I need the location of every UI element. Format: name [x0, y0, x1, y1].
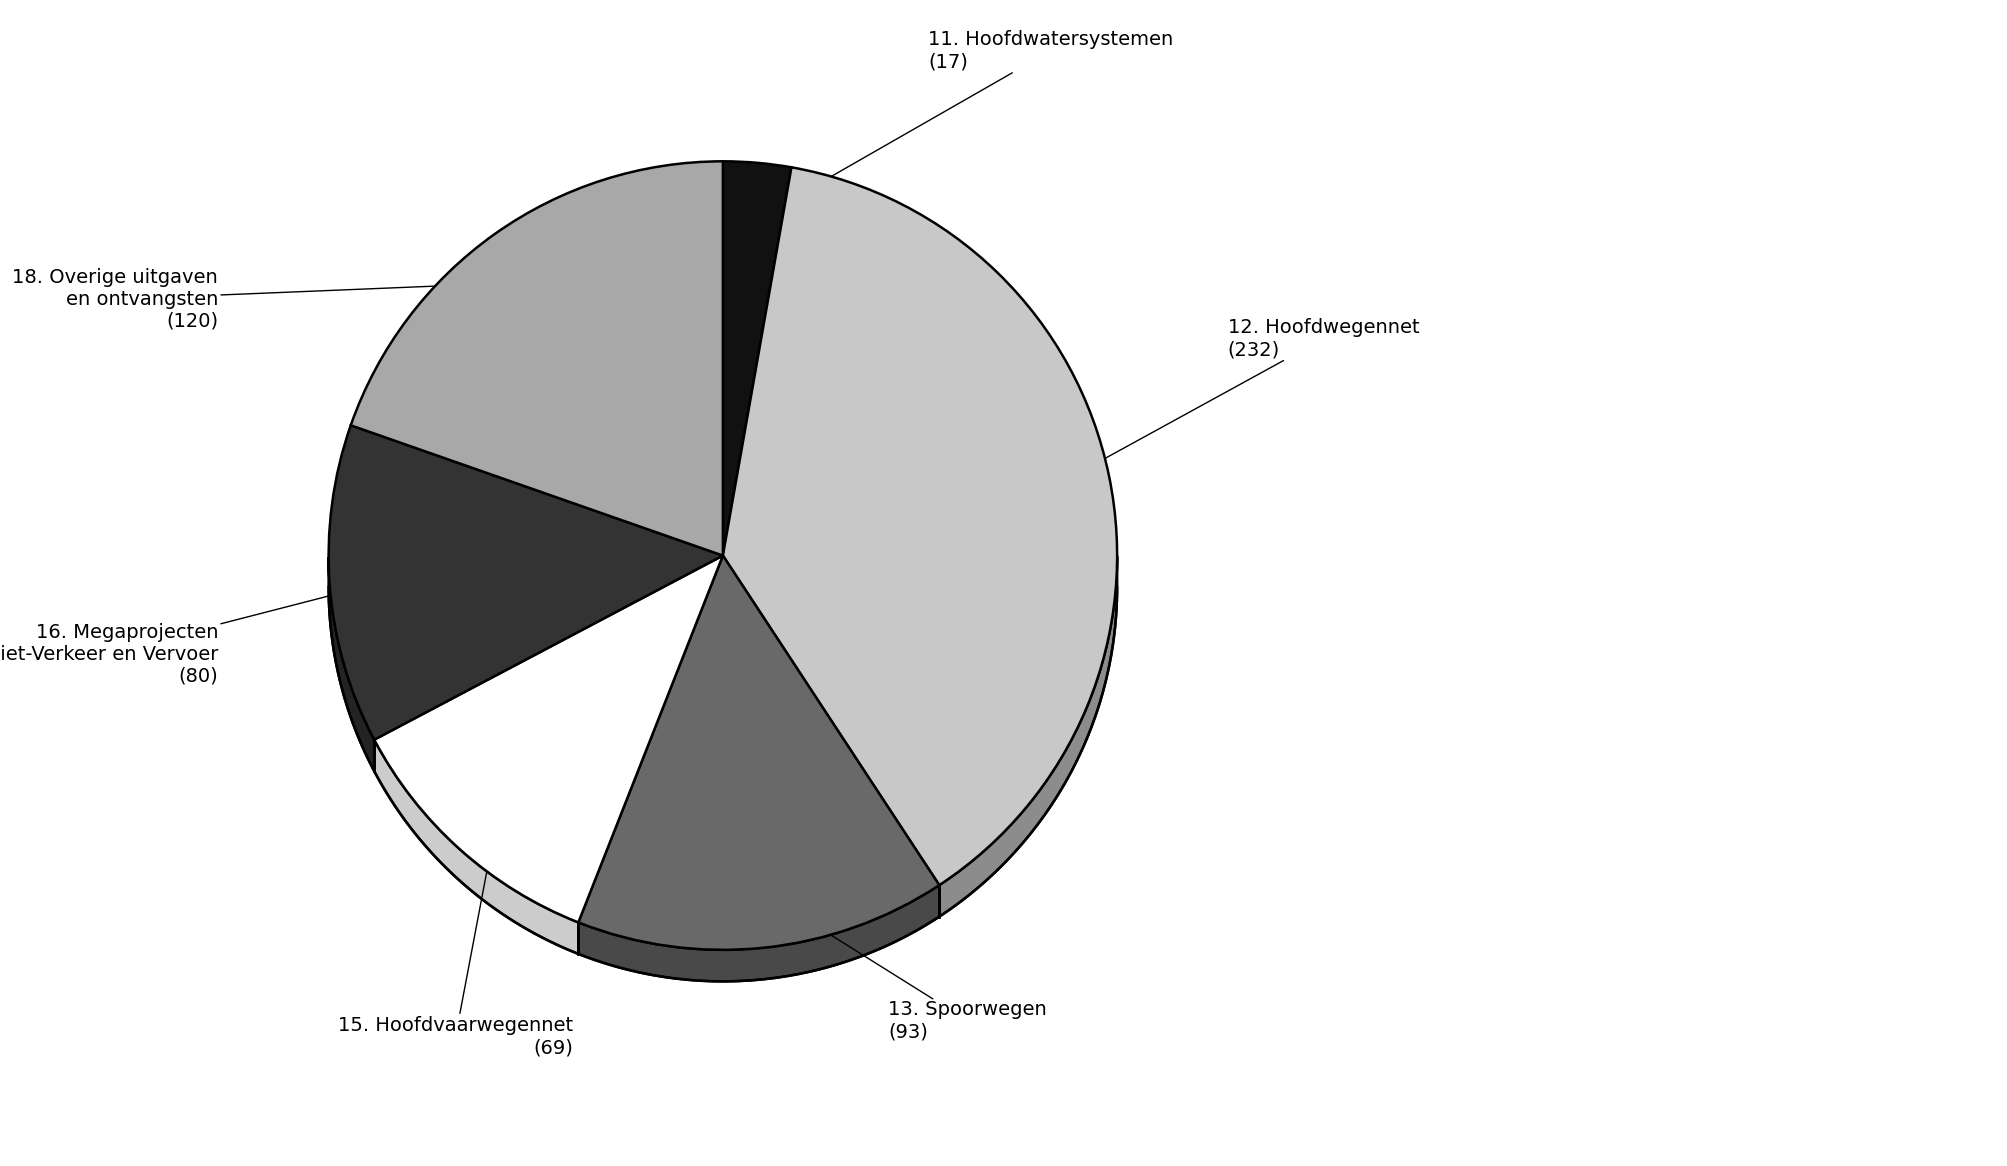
Wedge shape: [578, 555, 939, 950]
Text: 13. Spoorwegen
(93): 13. Spoorwegen (93): [759, 891, 1048, 1041]
Polygon shape: [329, 557, 373, 771]
Polygon shape: [373, 739, 578, 954]
Text: 12. Hoofdwegennet
(232): 12. Hoofdwegennet (232): [1054, 318, 1419, 486]
Text: 15. Hoofdvaarwegennet
(69): 15. Hoofdvaarwegennet (69): [337, 808, 572, 1058]
Wedge shape: [723, 167, 1116, 885]
Text: 11. Hoofdwatersystemen
(17): 11. Hoofdwatersystemen (17): [755, 30, 1172, 220]
Wedge shape: [723, 161, 791, 555]
Text: 16. Megaprojecten
niet-Verkeer en Vervoer
(80): 16. Megaprojecten niet-Verkeer en Vervoe…: [0, 581, 385, 686]
Wedge shape: [373, 555, 723, 922]
Polygon shape: [939, 556, 1116, 916]
Wedge shape: [329, 426, 723, 739]
Text: 18. Overige uitgaven
en ontvangsten
(120): 18. Overige uitgaven en ontvangsten (120…: [12, 268, 526, 331]
Polygon shape: [578, 885, 939, 982]
Wedge shape: [351, 161, 723, 555]
